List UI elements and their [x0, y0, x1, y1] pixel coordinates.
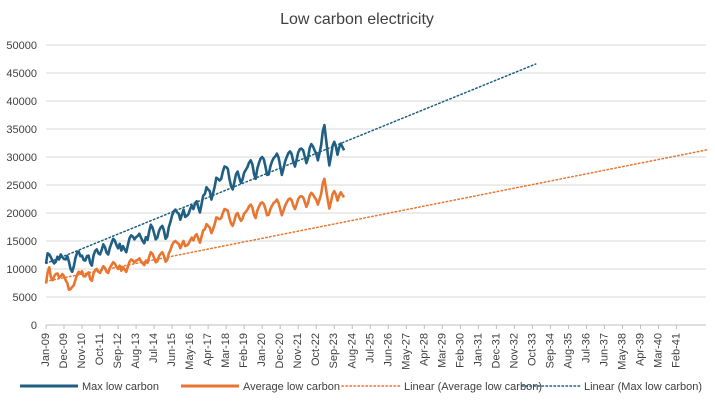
x-tick-label: Mar-18: [220, 333, 232, 368]
y-axis-ticks: 0 5000 10000 15000 20000 25000 30000 35000 40000…: [6, 40, 37, 332]
x-tick-label: Jun-37: [598, 333, 610, 367]
x-tick-label: Aug-35: [562, 333, 574, 368]
y-tick-label: 40000: [6, 96, 37, 108]
x-tick-label: Sep-12: [112, 333, 124, 368]
x-tick-label: Apr-39: [634, 333, 646, 366]
legend-label-max-low-carbon: Max low carbon: [82, 381, 159, 393]
x-tick-label: Dec-09: [58, 333, 70, 368]
x-tick-label: Mar-29: [436, 333, 448, 368]
x-tick-label: Nov-21: [292, 333, 304, 368]
x-tick-label: May-38: [616, 333, 628, 370]
x-tick-label: Jun-15: [166, 333, 178, 367]
series-linear-average-low-carbon: [45, 148, 709, 283]
x-tick-label: Jul-14: [148, 333, 160, 363]
x-tick-label: Feb-30: [454, 333, 466, 368]
x-tick-label: Mar-40: [653, 333, 665, 368]
y-tick-label: 15000: [6, 236, 37, 248]
y-tick-label: 50000: [6, 40, 37, 52]
y-tick-label: 0: [31, 320, 37, 332]
y-tick-label: 5000: [13, 292, 37, 304]
y-tick-label: 35000: [6, 124, 37, 136]
x-tick-label: Jul-25: [364, 333, 376, 363]
x-tick-label: Jan-09: [40, 333, 52, 367]
x-tick-label: Dec-31: [490, 333, 502, 368]
y-tick-label: 10000: [6, 264, 37, 276]
legend: Max low carbon Average low carbon Linear (…: [20, 381, 702, 393]
x-tick-label: May-16: [184, 333, 196, 370]
chart-title: Low carbon electricity: [280, 11, 434, 28]
x-tick-label: Jan-31: [472, 333, 484, 367]
x-tick-label: Feb-19: [238, 333, 250, 368]
y-tick-label: 20000: [6, 208, 37, 220]
x-tick-label: Oct-22: [310, 333, 322, 366]
x-tick-label: Jan-20: [256, 333, 268, 367]
x-tick-label: Nov-32: [508, 333, 520, 368]
x-tick-label: Apr-28: [418, 333, 430, 366]
x-tick-label: May-27: [400, 333, 412, 370]
series-layer: [44, 63, 709, 292]
legend-label-linear-max-low-carbon: Linear (Max low carbon): [584, 381, 702, 393]
x-tick-label: Oct-11: [94, 333, 106, 365]
y-tick-label: 25000: [6, 180, 37, 192]
series-average-low-carbon: [44, 177, 346, 292]
series-linear-max-low-carbon: [45, 63, 537, 265]
x-axis-ticks: Jan-09 Dec-09 Nov-10 Oct-11 Sep-12 Aug-13 Jul-…: [40, 333, 683, 370]
x-tick-label: Sep-34: [544, 333, 556, 368]
y-tick-label: 45000: [6, 68, 37, 80]
x-tick-label: Jul-36: [580, 333, 592, 363]
gridlines: [45, 44, 706, 329]
series-max-low-carbon: [44, 123, 346, 274]
x-tick-label: Feb-41: [671, 333, 683, 368]
x-tick-label: Jun-26: [382, 333, 394, 367]
y-tick-label: 30000: [6, 152, 37, 164]
x-tick-label: Nov-10: [76, 333, 88, 368]
x-tick-label: Oct-33: [526, 333, 538, 366]
x-tick-label: Aug-24: [346, 333, 358, 368]
x-tick-label: Aug-13: [130, 333, 142, 368]
legend-label-average-low-carbon: Average low carbon: [243, 381, 340, 393]
x-tick-label: Dec-20: [274, 333, 286, 368]
legend-label-linear-average-low-carbon: Linear (Average low carbon): [404, 381, 542, 393]
x-tick-label: Apr-17: [202, 333, 214, 366]
x-tick-label: Sep-23: [328, 333, 340, 368]
